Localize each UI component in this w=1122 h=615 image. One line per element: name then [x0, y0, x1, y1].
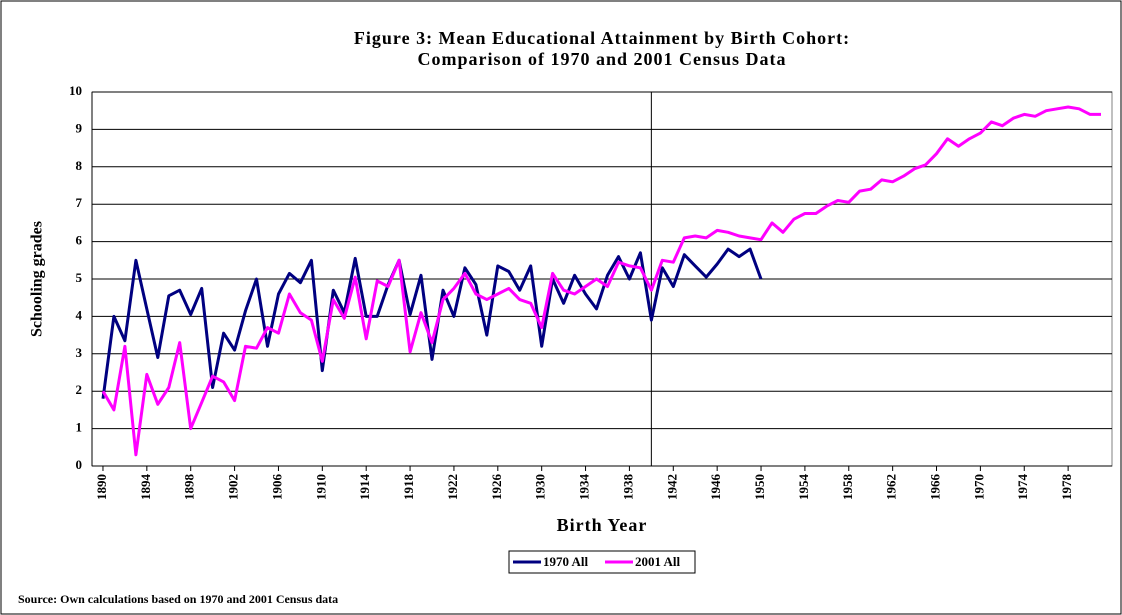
- y-tick-label: 9: [76, 120, 83, 135]
- y-axis-label: Schooling grades: [29, 221, 46, 337]
- y-tick-label: 6: [76, 233, 83, 248]
- x-tick-label: 1926: [489, 474, 504, 501]
- x-tick-label: 1950: [752, 474, 767, 500]
- legend-box: [508, 550, 696, 574]
- x-tick-label: 1914: [357, 474, 372, 501]
- x-tick-label: 1978: [1059, 474, 1074, 501]
- x-tick-label: 1938: [620, 474, 635, 501]
- x-tick-label: 1902: [226, 474, 241, 500]
- x-axis-label: Birth Year: [557, 515, 648, 535]
- x-tick-label: 1930: [533, 474, 548, 500]
- y-tick-label: 5: [76, 270, 83, 285]
- chart-title: Figure 3: Mean Educational Attainment by…: [354, 28, 850, 48]
- series-line: [101, 247, 763, 399]
- y-tick-label: 4: [76, 307, 83, 322]
- x-tick-label: 1898: [182, 474, 197, 501]
- y-tick-label: 1: [76, 420, 83, 435]
- x-tick-label: 1962: [884, 474, 899, 500]
- x-tick-label: 1966: [928, 474, 943, 501]
- x-tick-label: 1890: [94, 474, 109, 500]
- legend-label: 2001 All: [635, 554, 681, 569]
- x-tick-label: 1942: [664, 474, 679, 500]
- y-tick-label: 7: [76, 195, 83, 210]
- series-line: [101, 105, 1101, 457]
- legend-label: 1970 All: [543, 554, 589, 569]
- x-tick-label: 1906: [269, 474, 284, 501]
- source-note: Source: Own calculations based on 1970 a…: [18, 592, 338, 606]
- x-tick-label: 1922: [445, 474, 460, 500]
- x-tick-label: 1954: [796, 474, 811, 501]
- y-tick-label: 10: [69, 83, 82, 98]
- y-tick-label: 0: [76, 457, 83, 472]
- x-tick-label: 1918: [401, 474, 416, 501]
- y-tick-label: 2: [76, 382, 83, 397]
- x-tick-label: 1910: [313, 474, 328, 500]
- x-tick-label: 1934: [577, 474, 592, 501]
- chart-title: Comparison of 1970 and 2001 Census Data: [417, 49, 786, 69]
- x-tick-label: 1894: [138, 474, 153, 501]
- y-tick-label: 8: [76, 158, 83, 173]
- x-tick-label: 1958: [840, 474, 855, 501]
- x-tick-label: 1974: [1015, 474, 1030, 501]
- x-tick-label: 1970: [971, 474, 986, 500]
- x-tick-label: 1946: [708, 474, 723, 501]
- y-tick-label: 3: [76, 345, 83, 360]
